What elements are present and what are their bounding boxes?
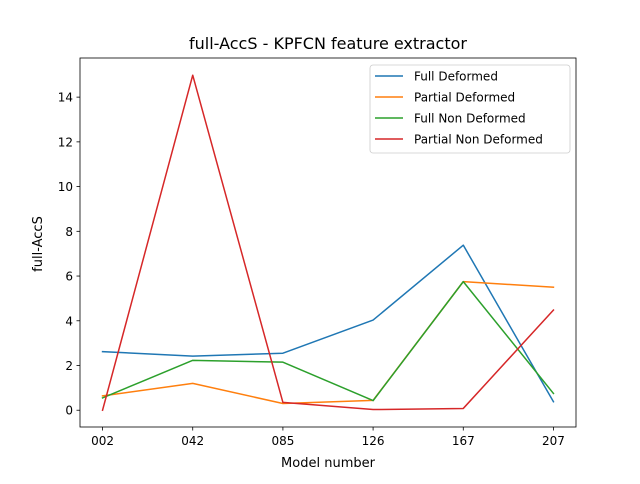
legend-entry-label: Full Non Deformed (414, 112, 526, 126)
legend-entry-label: Partial Non Deformed (414, 133, 543, 147)
axes-frame (79, 57, 577, 428)
y-tick-label: 8 (65, 225, 73, 239)
x-tick-label: 085 (271, 434, 294, 448)
y-tick-label: 6 (65, 270, 73, 284)
y-tick-label: 12 (58, 135, 73, 149)
legend-entry-label: Partial Deformed (414, 91, 515, 105)
x-tick-label: 042 (181, 434, 204, 448)
x-axis-label: Model number (281, 456, 376, 471)
y-tick-label: 10 (58, 180, 73, 194)
x-tick-label: 126 (362, 434, 385, 448)
y-tick-label: 14 (58, 91, 73, 105)
x-tick-label: 167 (452, 434, 475, 448)
y-tick-label: 2 (65, 359, 73, 373)
series-line-3 (101, 280, 555, 402)
series-line-1 (101, 244, 555, 403)
legend: Full Deformed Partial Deformed Full Non De… (369, 64, 571, 154)
series-line-4 (101, 74, 555, 412)
legend-box (369, 64, 571, 154)
y-tick-label: 0 (65, 404, 73, 418)
y-tick-label: 4 (65, 314, 73, 328)
x-tick-label: 207 (542, 434, 565, 448)
chart-title: full-AccS - KPFCN feature extractor (189, 34, 467, 53)
plot-area: 002 042 085 126 167 207 0 2 4 6 8 10 12 14 (58, 57, 577, 448)
x-tick-label: 002 (91, 434, 114, 448)
y-axis-label: full-AccS (31, 216, 46, 272)
series-line-2 (101, 280, 555, 405)
legend-entry-label: Full Deformed (414, 70, 498, 84)
